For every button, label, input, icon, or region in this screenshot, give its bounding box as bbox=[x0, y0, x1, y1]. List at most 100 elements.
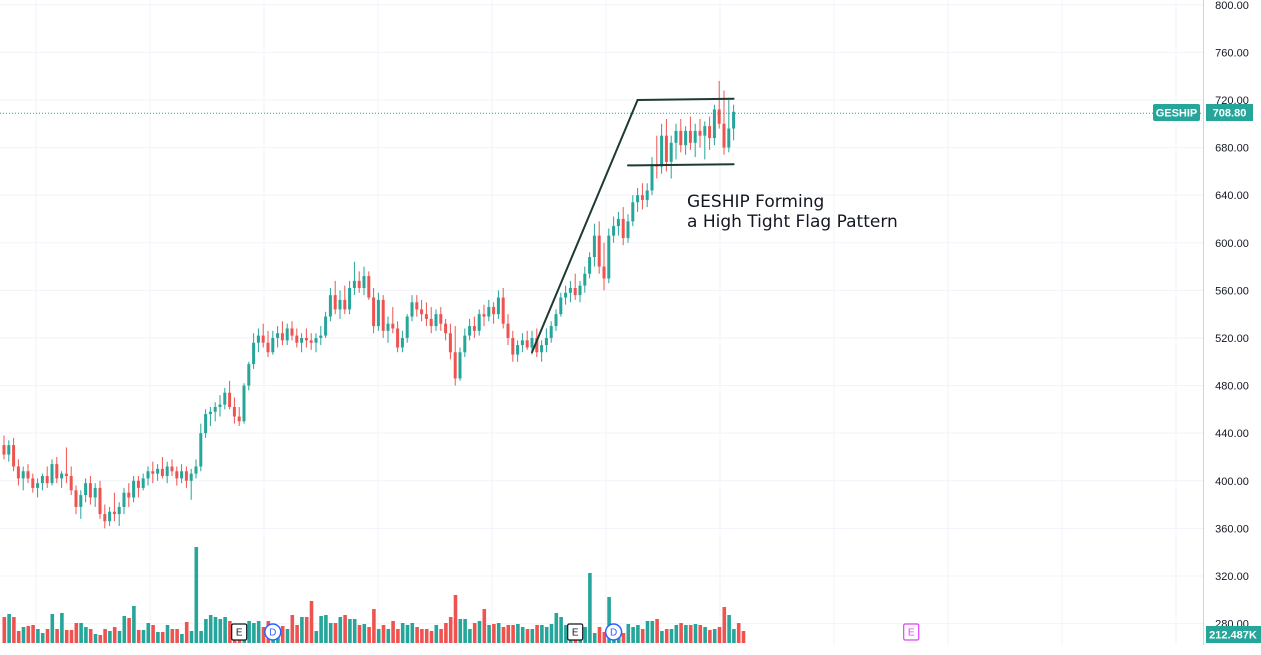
candle bbox=[127, 492, 131, 498]
volume-bar bbox=[103, 629, 107, 643]
candle bbox=[88, 483, 92, 498]
candle bbox=[136, 480, 140, 488]
volume-bar bbox=[741, 631, 746, 643]
volume-bar bbox=[463, 619, 467, 643]
volume-bar bbox=[343, 615, 347, 643]
volume-bar bbox=[501, 627, 506, 643]
candle bbox=[16, 466, 20, 479]
candle bbox=[703, 126, 707, 136]
volume-bar bbox=[583, 627, 587, 643]
volume-bar bbox=[516, 624, 520, 643]
candle bbox=[597, 235, 601, 267]
volume-bar bbox=[132, 606, 136, 643]
volume-bar bbox=[304, 617, 309, 643]
volume-bar bbox=[396, 629, 400, 643]
candle bbox=[223, 392, 227, 405]
candle bbox=[477, 314, 481, 331]
earnings-marker-label: E bbox=[908, 628, 915, 639]
volume-bar bbox=[626, 624, 631, 643]
candle bbox=[324, 316, 328, 336]
candle bbox=[472, 326, 476, 331]
earnings-marker-label: E bbox=[572, 628, 579, 639]
candle bbox=[12, 445, 16, 467]
price-axis[interactable]: 800.00 760.00 720.00 680.00 640.00 600.00 560.… bbox=[1215, 0, 1249, 631]
volume-bar bbox=[60, 613, 64, 643]
candle bbox=[400, 337, 404, 348]
volume-bar bbox=[386, 629, 391, 643]
volume-bar bbox=[280, 626, 285, 643]
candle bbox=[31, 478, 35, 488]
candle bbox=[108, 511, 112, 522]
candle bbox=[218, 404, 222, 407]
dividend-marker bbox=[604, 623, 623, 641]
symbol-badge[interactable]: GESHIP bbox=[1153, 104, 1200, 121]
candle bbox=[98, 487, 102, 515]
candle bbox=[36, 483, 40, 488]
candle bbox=[636, 195, 640, 203]
candle bbox=[204, 414, 208, 434]
candle bbox=[276, 333, 280, 338]
candle bbox=[199, 433, 203, 467]
candle bbox=[381, 299, 385, 331]
volume-bar bbox=[520, 627, 525, 643]
candle bbox=[156, 468, 160, 474]
candle bbox=[535, 337, 539, 353]
volume-bar bbox=[448, 617, 453, 643]
candle bbox=[458, 352, 462, 379]
volume-bar bbox=[55, 629, 59, 643]
volume-bar bbox=[492, 624, 496, 643]
volume-bar bbox=[352, 619, 357, 643]
volume-badge: 212.487K bbox=[1206, 626, 1261, 643]
volume-bar bbox=[664, 629, 669, 643]
candle bbox=[328, 295, 332, 317]
candle bbox=[434, 314, 438, 327]
candle bbox=[525, 340, 529, 348]
candle bbox=[7, 445, 11, 455]
candle bbox=[247, 364, 251, 386]
candle bbox=[184, 471, 188, 481]
volume-bar bbox=[213, 617, 218, 643]
volume-bar bbox=[184, 622, 189, 643]
volume-bars bbox=[2, 547, 746, 643]
volume-bar bbox=[736, 623, 741, 643]
volume-bar bbox=[434, 625, 439, 643]
volume-bar bbox=[372, 609, 376, 643]
candle bbox=[84, 483, 88, 496]
candle bbox=[588, 257, 592, 274]
candle bbox=[314, 337, 318, 343]
candle bbox=[631, 202, 635, 222]
volume-bar bbox=[136, 630, 141, 643]
trendline-flag-top bbox=[636, 97, 735, 101]
candle bbox=[664, 135, 668, 162]
candle bbox=[415, 302, 419, 310]
volume-bar bbox=[64, 630, 69, 643]
volume-bar bbox=[69, 630, 74, 643]
volume-bar bbox=[400, 623, 405, 643]
volume-bar bbox=[247, 621, 251, 643]
volume-bar bbox=[7, 614, 11, 643]
candle bbox=[338, 299, 342, 310]
candle bbox=[160, 468, 164, 477]
volume-bar bbox=[2, 617, 7, 643]
volume-bar bbox=[295, 625, 299, 643]
y-tick-label: 720.00 bbox=[1215, 95, 1249, 107]
candle bbox=[261, 335, 265, 343]
volume-bar bbox=[223, 617, 227, 643]
volume-bar bbox=[108, 631, 112, 643]
candle bbox=[376, 299, 380, 327]
candle bbox=[79, 495, 83, 507]
candle bbox=[607, 235, 611, 279]
volume-bar bbox=[252, 623, 256, 643]
volume-bar bbox=[698, 625, 703, 643]
pattern-annotation[interactable]: GESHIP Forming a High Tight Flag Pattern bbox=[687, 192, 898, 232]
candle bbox=[228, 392, 232, 407]
candle bbox=[112, 511, 116, 515]
candle bbox=[132, 480, 136, 498]
candle bbox=[487, 307, 491, 317]
volume-bar bbox=[117, 631, 122, 643]
candle bbox=[727, 128, 731, 148]
trendline-drawings[interactable] bbox=[531, 97, 735, 354]
volume-bar bbox=[175, 629, 179, 643]
